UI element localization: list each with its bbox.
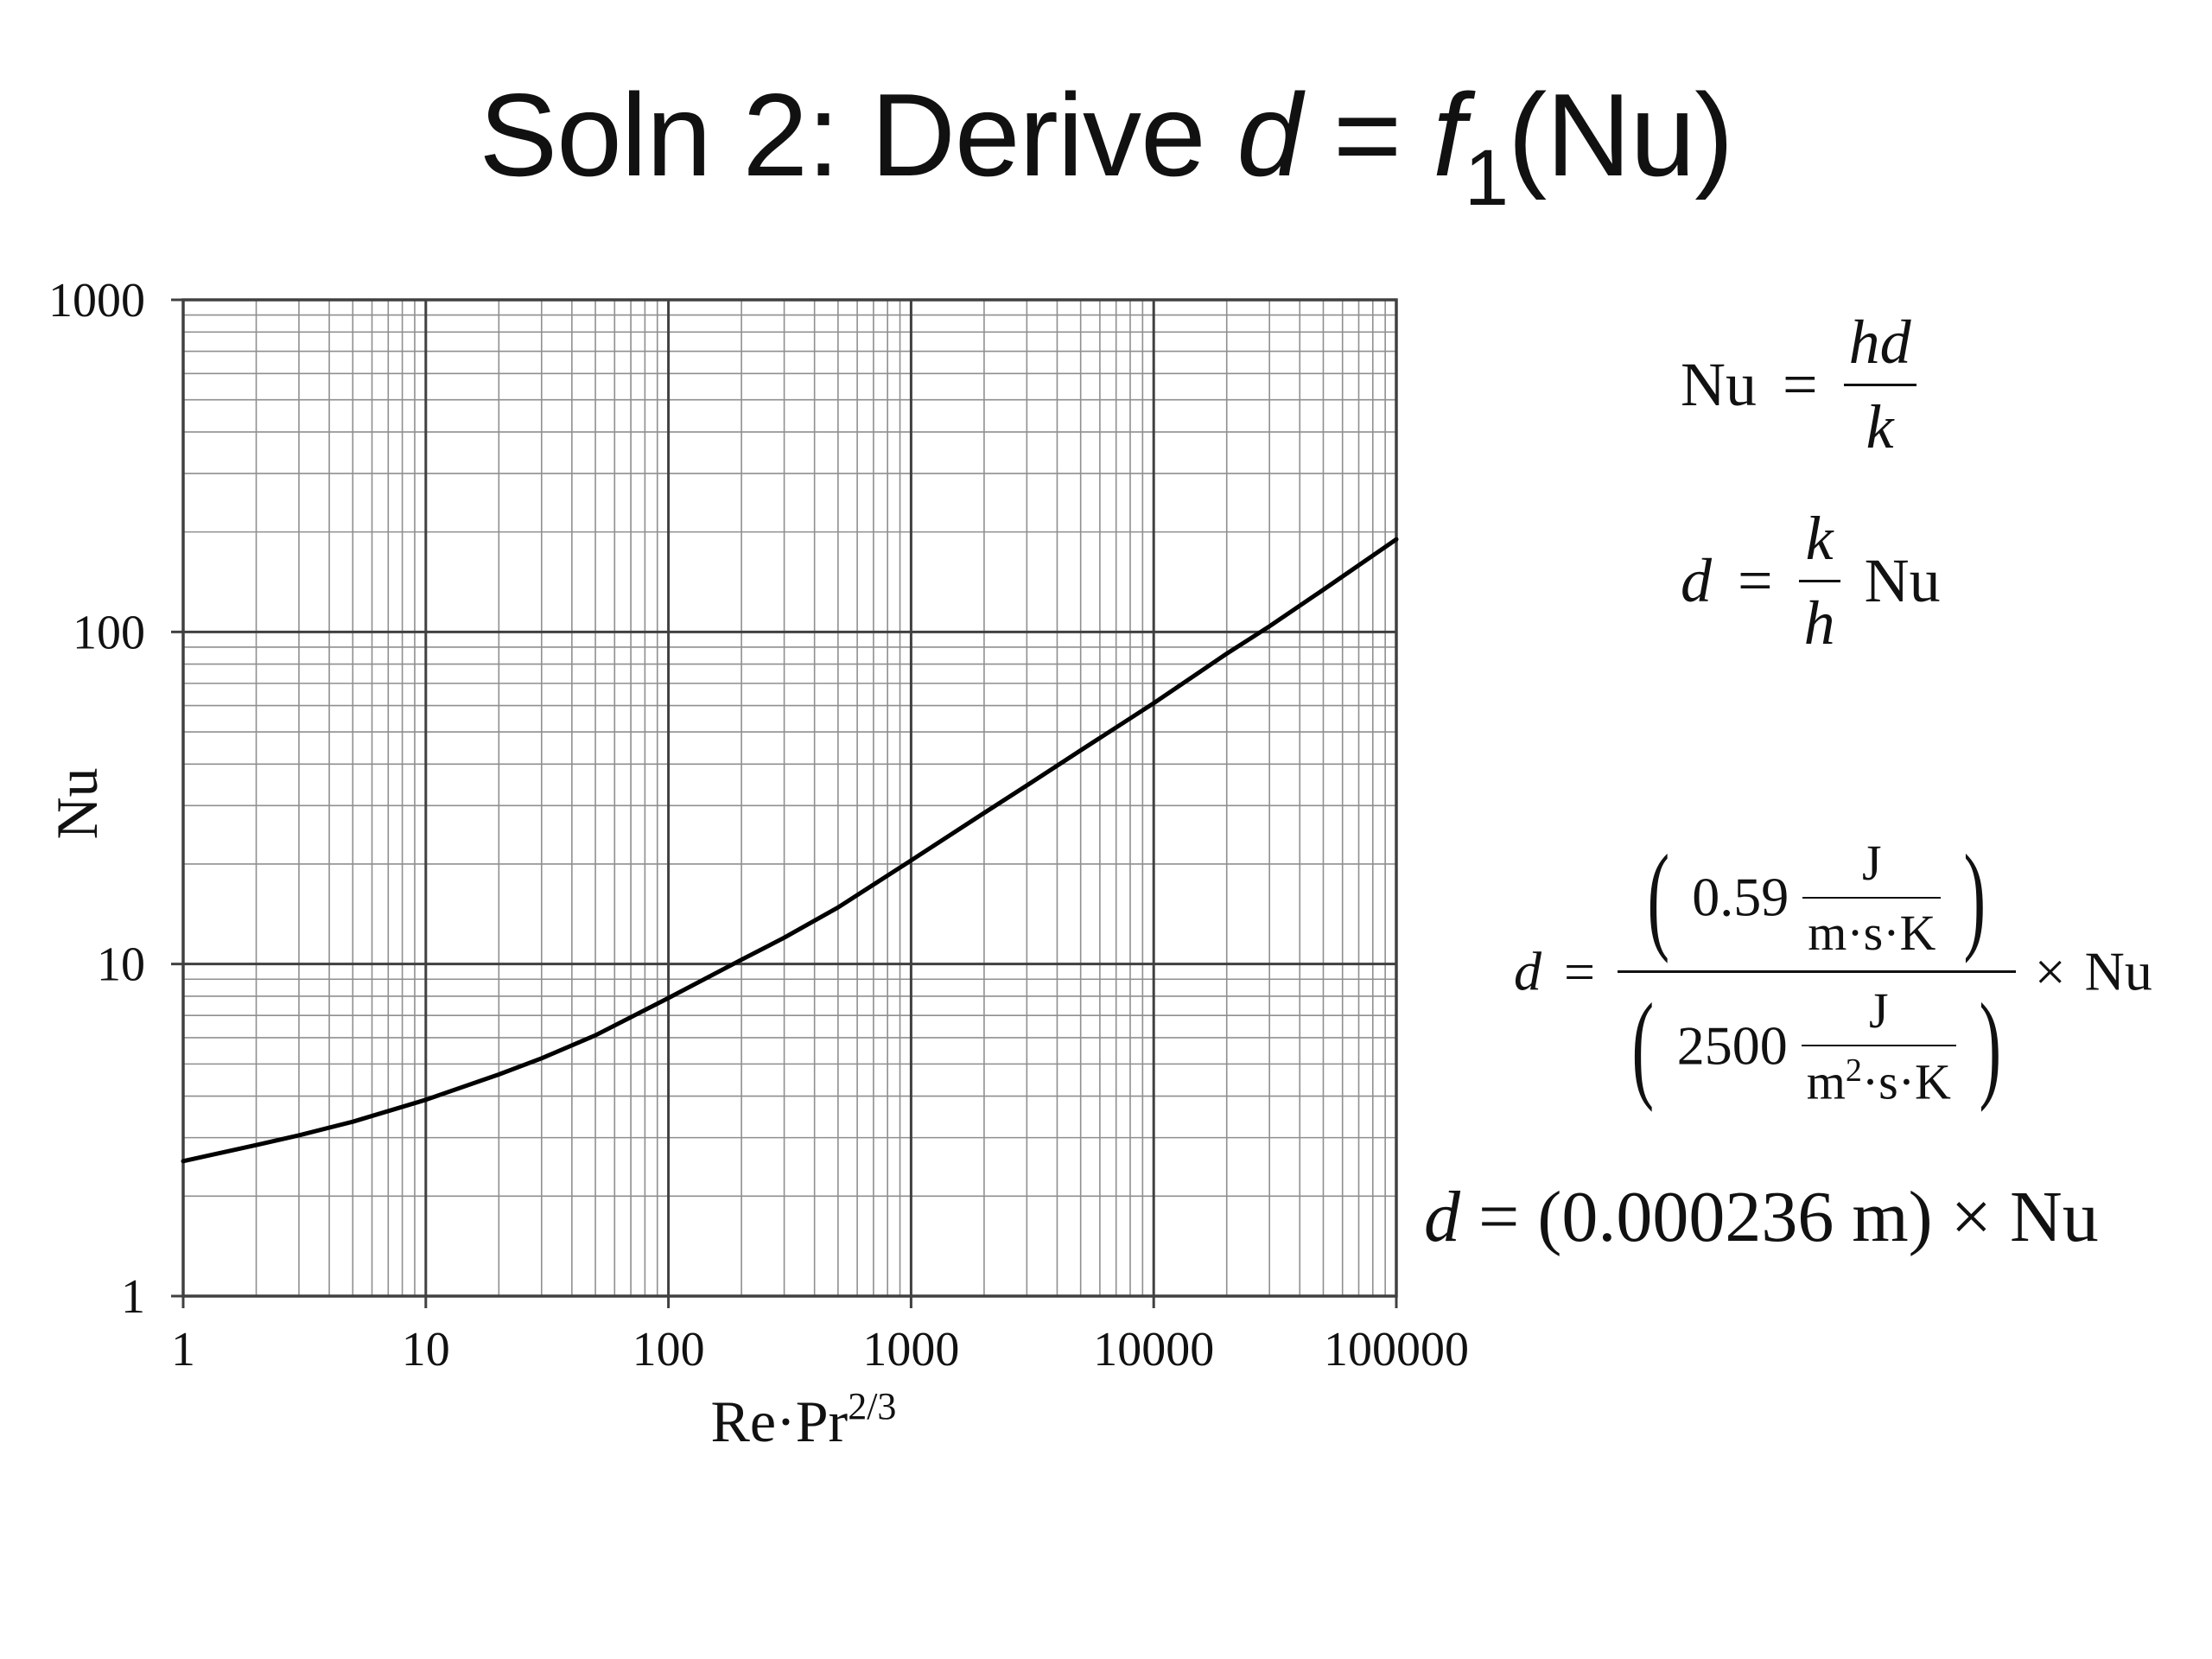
- eq3-den-unit-den: m2·s·K: [1802, 1046, 1956, 1110]
- series-line: [181, 537, 1399, 1164]
- major-grid: [181, 298, 1398, 1298]
- x-axis-label-sup: 2/3: [848, 1385, 896, 1427]
- eq3-times: ×: [2034, 940, 2066, 1002]
- equation-nusselt-definition: Nu = hd k: [1681, 307, 1916, 463]
- x-tick-label: 1000: [862, 1323, 959, 1376]
- series-layer: [181, 537, 1399, 1164]
- eq4-rest: = (0.000236 m) × Nu: [1460, 1177, 2099, 1257]
- eq3-den-unit: J m2·s·K: [1801, 982, 1956, 1110]
- x-axis-label-main: Re·Pr: [711, 1389, 849, 1454]
- eq3-lhs: d: [1514, 940, 1541, 1002]
- eq3-den-unit-num: J: [1869, 982, 1889, 1039]
- eq2-denominator: h: [1803, 588, 1835, 658]
- title-equals: =: [1301, 69, 1433, 200]
- x-tick-label: 100000: [1324, 1323, 1469, 1376]
- eq3-numerator: ( 0.59 J m·s·K ): [1647, 830, 1986, 964]
- eq2-rhs: Nu: [1864, 546, 1941, 615]
- eq1-lhs: Nu: [1681, 350, 1757, 419]
- x-tick-label: 100: [632, 1323, 705, 1376]
- eq2-lhs: d: [1681, 546, 1712, 615]
- eq1-denominator: k: [1866, 392, 1894, 461]
- nu-vs-re-pr-chart: 1 10 100 1000 10000 100000 1 10 100 1000 Re·Pr2/3…: [44, 274, 1469, 1454]
- plot-frame: [181, 298, 1398, 1298]
- eq2-equals: =: [1738, 546, 1773, 615]
- x-tick-label: 1: [171, 1323, 195, 1376]
- title-func-sub: 1: [1464, 134, 1509, 222]
- x-tick-label: 10: [402, 1323, 450, 1376]
- eq3-denominator: ( 2500 J m2·s·K ): [1631, 979, 2002, 1113]
- eq3-den-unit-sup: 2: [1845, 1052, 1862, 1089]
- slide-title: Soln 2: Derive d = f1(Nu): [0, 76, 2212, 218]
- title-func: f: [1433, 69, 1465, 200]
- eq3-rhs: Nu: [2084, 940, 2152, 1002]
- eq1-equals: =: [1783, 350, 1818, 419]
- eq1-numerator: hd: [1848, 308, 1911, 377]
- y-tick-label: 10: [97, 938, 145, 992]
- title-prefix: Soln 2: Derive: [479, 69, 1237, 200]
- tick-labels: 1 10 100 1000 10000 100000 1 10 100 1000: [48, 274, 1469, 1376]
- eq3-den-value: 2500: [1676, 1014, 1788, 1077]
- equation-d-substituted: d = ( 0.59 J m·s·K ) ( 2500 J m2·s·K ) ×…: [1514, 828, 2152, 1116]
- eq3-num-value: 0.59: [1692, 866, 1789, 928]
- axes: [171, 298, 1398, 1308]
- x-axis-label: Re·Pr2/3: [711, 1385, 897, 1454]
- eq2-fraction: k h: [1798, 503, 1840, 659]
- eq3-equals: =: [1564, 940, 1596, 1002]
- eq3-den-unit-rest: ·s·K: [1861, 1053, 1951, 1110]
- y-tick-label: 100: [73, 606, 145, 659]
- title-var-d: d: [1236, 69, 1302, 200]
- eq3-main-fraction: ( 0.59 J m·s·K ) ( 2500 J m2·s·K ): [1618, 828, 2016, 1116]
- title-arg: (Nu): [1508, 69, 1733, 200]
- x-tick-label: 10000: [1093, 1323, 1214, 1376]
- equation-d-rearranged: d = k h Nu: [1681, 503, 1941, 659]
- minor-grid: [183, 300, 1396, 1296]
- eq4-lhs: d: [1424, 1177, 1460, 1257]
- equation-d-result: d = (0.000236 m) × Nu: [1424, 1175, 2099, 1259]
- y-tick-label: 1000: [48, 274, 145, 327]
- y-tick-label: 1: [121, 1270, 145, 1324]
- eq3-den-unit-m: m: [1806, 1053, 1846, 1110]
- eq3-num-unit-num: J: [1862, 834, 1882, 891]
- eq1-fraction: hd k: [1843, 307, 1916, 463]
- eq3-num-unit: J m·s·K: [1802, 834, 1942, 962]
- eq3-num-unit-den: m·s·K: [1808, 904, 1936, 961]
- eq2-numerator: k: [1805, 504, 1834, 573]
- y-axis-label: Nu: [44, 767, 110, 839]
